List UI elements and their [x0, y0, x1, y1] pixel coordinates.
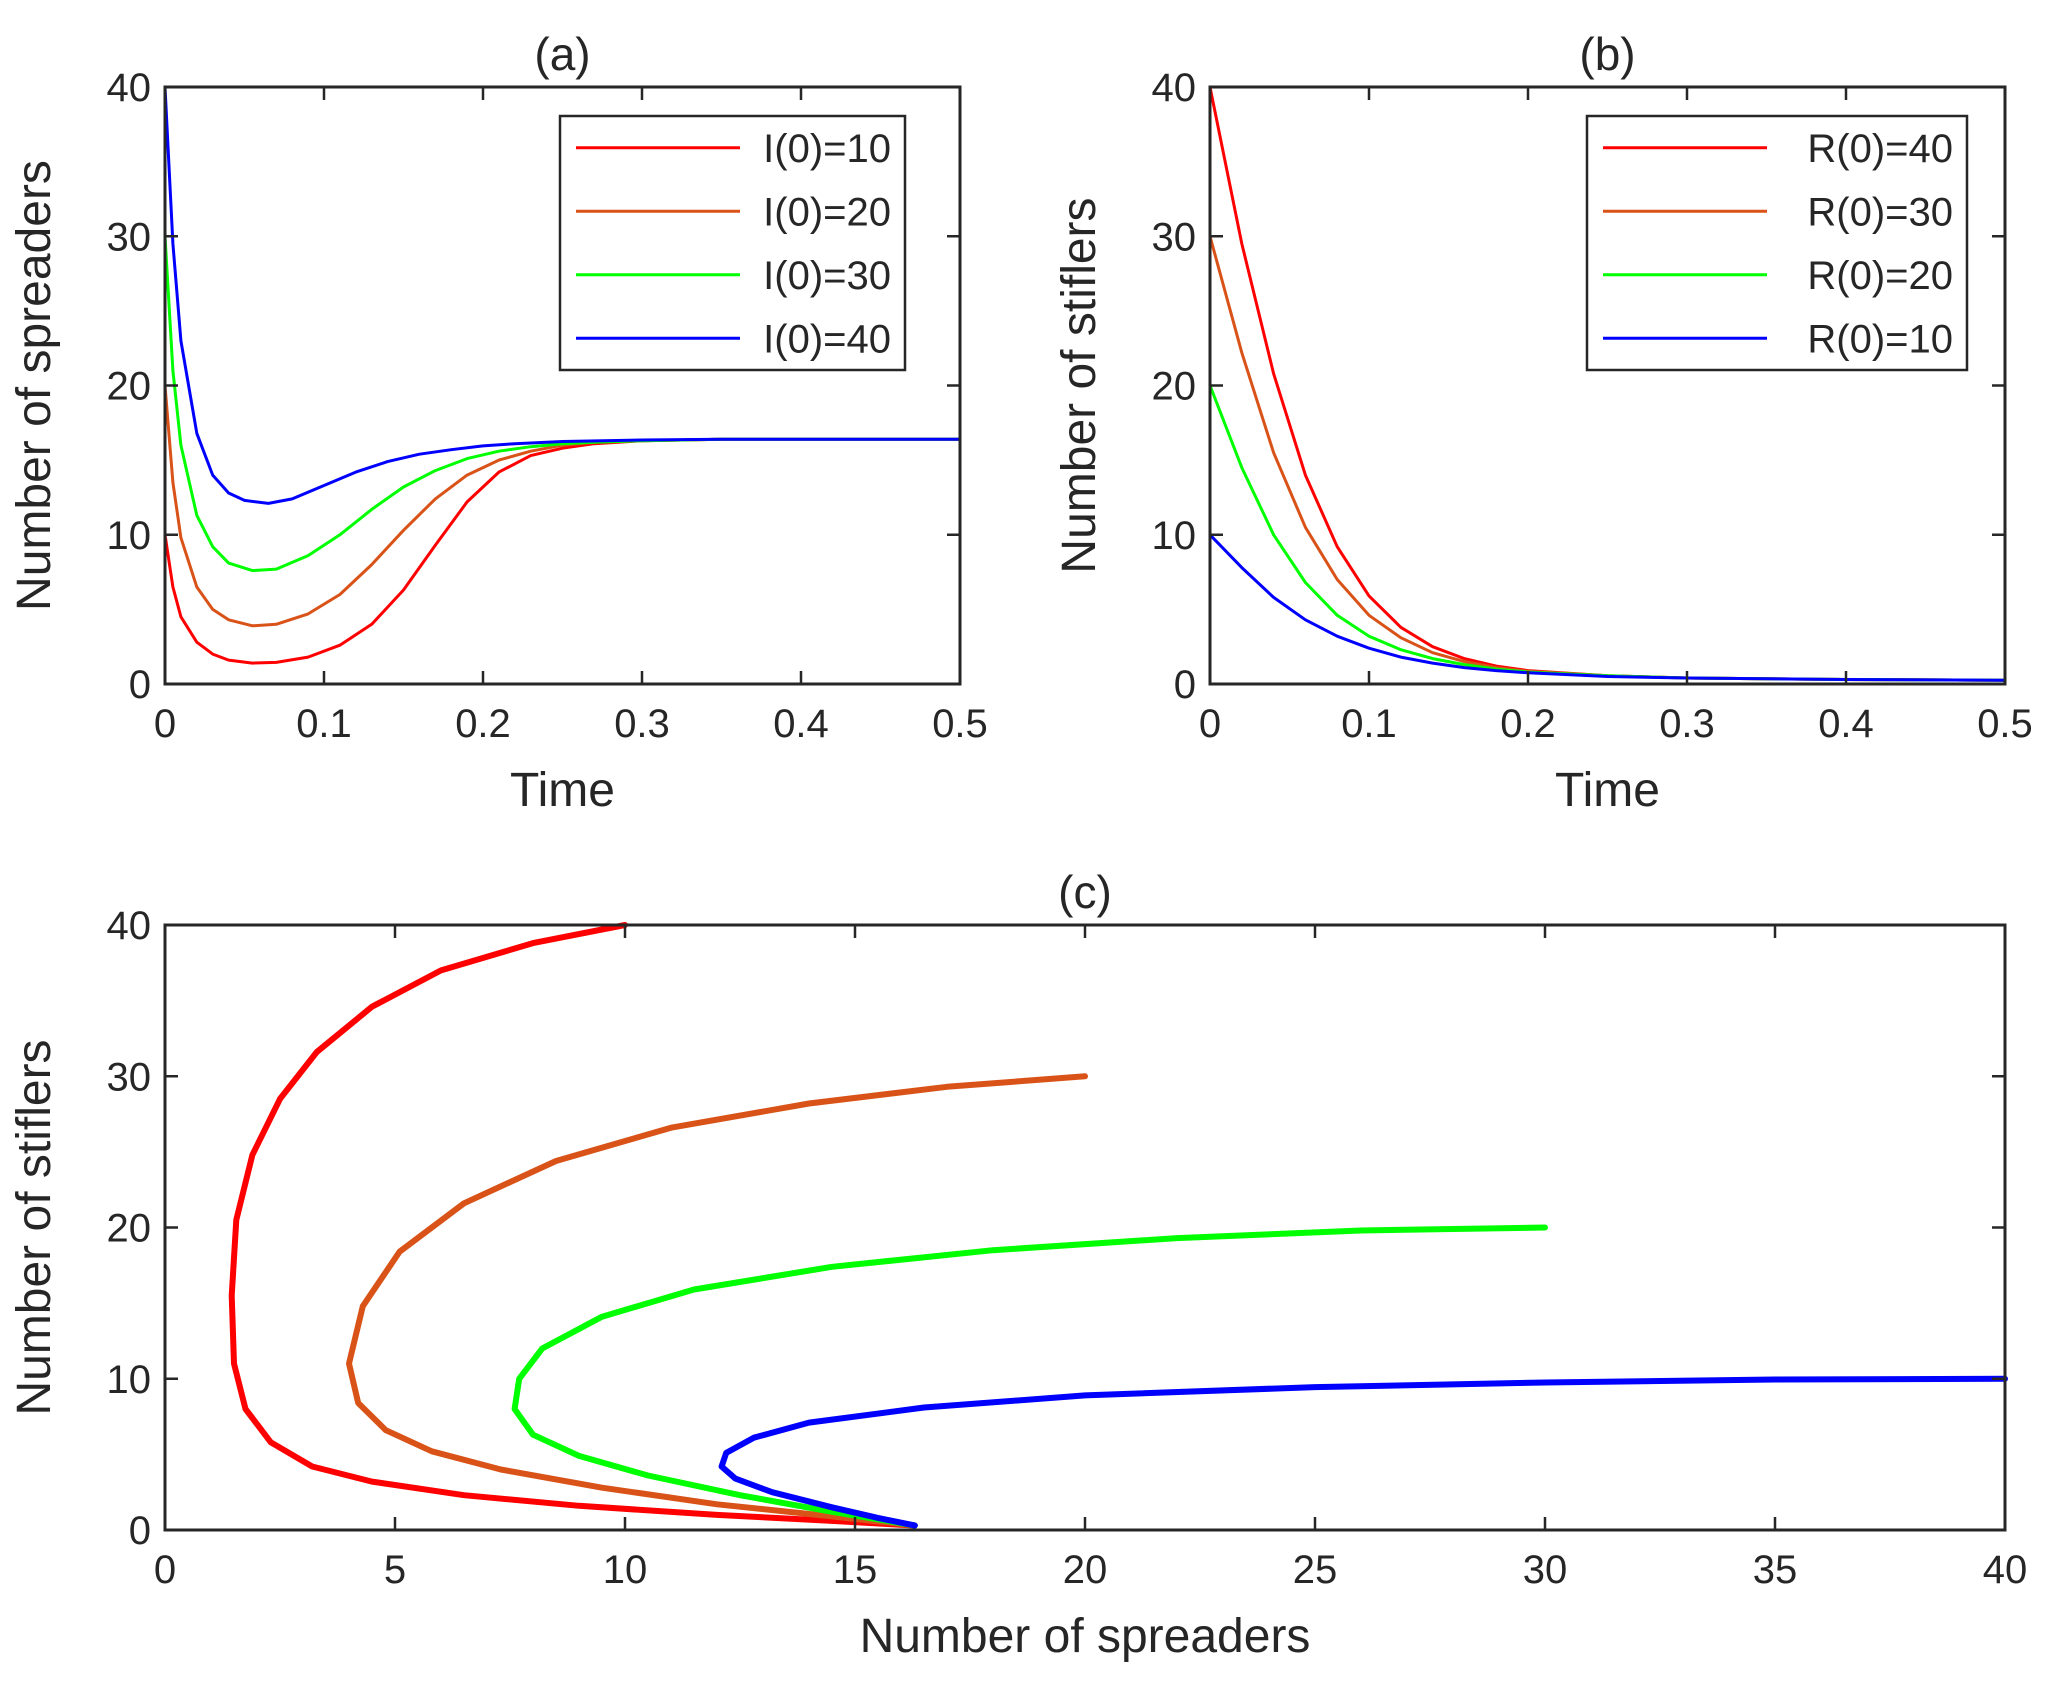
- legend-label: I(0)=20: [763, 190, 891, 234]
- y-tick-label: 20: [107, 365, 152, 409]
- y-tick-label: 30: [107, 1055, 152, 1099]
- series-line-c-3: [511, 1224, 1548, 1529]
- legend-a: I(0)=10 I(0)=20 I(0)=30 I(0)=40: [558, 114, 907, 372]
- legend-label: I(0)=40: [763, 317, 891, 361]
- y-tick-label: 40: [1152, 66, 1197, 110]
- x-tick-label: 0.5: [932, 702, 988, 746]
- legend-box: [1585, 114, 1969, 372]
- series-line-a-2: [163, 384, 962, 628]
- x-tick-label: 0: [154, 1548, 176, 1592]
- x-tick-label: 0: [1199, 702, 1221, 746]
- panel-title: (b): [1579, 28, 1635, 80]
- legend-b: R(0)=40 R(0)=30 R(0)=20 R(0)=10: [1585, 114, 1969, 372]
- y-tick-label: 30: [107, 215, 152, 259]
- y-tick-label: 40: [107, 904, 152, 948]
- y-tick-label: 0: [1174, 663, 1196, 707]
- y-tick-label: 0: [129, 663, 151, 707]
- panel-a: 0 0.1 0.2 0.3 0.4 0.5 0 10 20 30 40 (a) Time Number o…: [8, 28, 988, 817]
- x-tick-label: 35: [1753, 1548, 1798, 1592]
- x-tick-label: 0.4: [773, 702, 829, 746]
- panel-title: (a): [534, 28, 590, 80]
- x-tick-label: 10: [603, 1548, 648, 1592]
- x-tick-label: 0.3: [1659, 702, 1715, 746]
- panel-b: 0 0.1 0.2 0.3 0.4 0.5 0 10 20 30 40 (b) Time Number o…: [1053, 28, 2033, 817]
- x-tick-label: 0.4: [1818, 702, 1874, 746]
- series-line-a-1: [163, 437, 962, 665]
- x-axis-label: Time: [510, 764, 615, 817]
- legend-label: R(0)=20: [1807, 254, 1953, 298]
- x-tick-label: 0.2: [455, 702, 511, 746]
- x-tick-label: 0: [154, 702, 176, 746]
- series-line-c-1: [228, 922, 918, 1529]
- y-tick-label: 20: [107, 1207, 152, 1251]
- x-tick-label: 30: [1523, 1548, 1568, 1592]
- series-line-a-4: [163, 85, 962, 505]
- x-tick-label: 20: [1063, 1548, 1108, 1592]
- x-tick-label: 5: [384, 1548, 406, 1592]
- y-axis-label: Number of spreaders: [8, 160, 61, 611]
- legend-label: R(0)=10: [1807, 317, 1953, 361]
- series-line-b-3: [1208, 384, 2007, 682]
- x-tick-label: 25: [1293, 1548, 1338, 1592]
- y-tick-label: 30: [1152, 215, 1197, 259]
- y-tick-label: 0: [129, 1509, 151, 1553]
- legend-label: I(0)=10: [763, 127, 891, 171]
- series-line-c-2: [346, 1073, 1088, 1529]
- y-axis-label: Number of stiflers: [1053, 197, 1106, 573]
- legend-label: R(0)=30: [1807, 190, 1953, 234]
- y-tick-label: 10: [107, 514, 152, 558]
- axes-box-c: [163, 923, 2007, 1532]
- x-tick-label: 15: [833, 1548, 878, 1592]
- x-axis-label: Number of spreaders: [860, 1610, 1311, 1663]
- y-tick-label: 20: [1152, 365, 1197, 409]
- y-tick-label: 10: [107, 1358, 152, 1402]
- x-tick-label: 40: [1983, 1548, 2028, 1592]
- series-line-c-4: [718, 1375, 2008, 1529]
- legend-label: I(0)=30: [763, 254, 891, 298]
- series-line-b-4: [1208, 533, 2007, 682]
- legend-label: R(0)=40: [1807, 127, 1953, 171]
- y-tick-label: 10: [1152, 514, 1197, 558]
- x-tick-label: 0.2: [1500, 702, 1556, 746]
- x-tick-label: 0.1: [296, 702, 352, 746]
- panel-c: 0 5 10 15 20 25 30 35 40 0 10 20 30 40 (c) Number of sp…: [8, 866, 2027, 1663]
- y-axis-label: Number of stiflers: [8, 1039, 61, 1415]
- legend-box: [558, 114, 907, 372]
- x-tick-label: 0.1: [1341, 702, 1397, 746]
- panel-title: (c): [1058, 866, 1112, 918]
- x-axis-label: Time: [1555, 764, 1660, 817]
- y-tick-label: 40: [107, 66, 152, 110]
- x-tick-label: 0.5: [1977, 702, 2033, 746]
- x-tick-label: 0.3: [614, 702, 670, 746]
